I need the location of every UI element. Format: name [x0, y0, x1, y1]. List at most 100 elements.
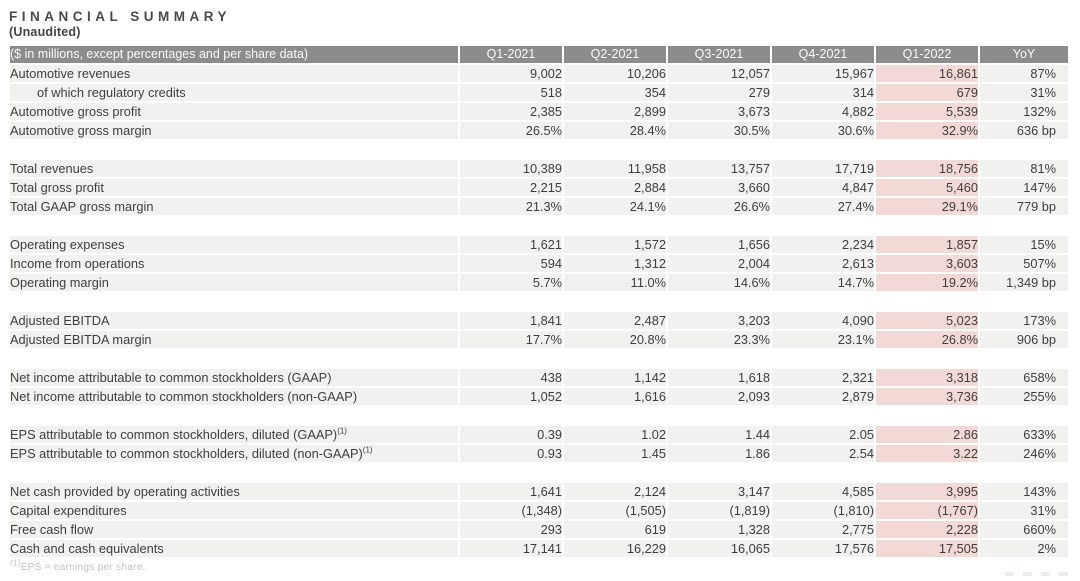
- cell-yoy: 906 bp: [980, 331, 1068, 348]
- spacer-row: [10, 293, 1068, 310]
- table-body: Automotive revenues 9,002 10,206 12,057 15,9…: [10, 65, 1068, 557]
- table-row: Operating expenses 1,621 1,572 1,656 2,234 1,…: [10, 236, 1068, 253]
- cell-q1-2021: 5.7%: [460, 274, 562, 291]
- cell-q1-2022: (1,767): [876, 502, 978, 519]
- cell-yoy: 173%: [980, 312, 1068, 329]
- spacer-row: [10, 464, 1068, 481]
- cell-q1-2022: 16,861: [876, 65, 978, 82]
- cell-yoy: 779 bp: [980, 198, 1068, 215]
- cell-q3-2021: 12,057: [668, 65, 770, 82]
- row-label: Operating margin: [10, 274, 458, 291]
- row-label: Capital expenditures: [10, 502, 458, 519]
- cell-q1-2022: 3,995: [876, 483, 978, 500]
- table-row: Net income attributable to common stockh…: [10, 369, 1068, 386]
- cell-q1-2022: 679: [876, 84, 978, 101]
- page-title: FINANCIAL SUMMARY: [9, 9, 231, 24]
- cell-q1-2022: 18,756: [876, 160, 978, 177]
- label-superscript: (1): [362, 445, 373, 455]
- spacer-cell: [10, 293, 1068, 310]
- cell-q4-2021: 4,847: [772, 179, 874, 196]
- cell-q3-2021: 2,093: [668, 388, 770, 405]
- header-col-q4-2021: Q4-2021: [772, 46, 874, 63]
- page-dot: [1023, 572, 1032, 576]
- cell-q2-2021: 24.1%: [564, 198, 666, 215]
- cell-q3-2021: 1,618: [668, 369, 770, 386]
- label-superscript: (1): [337, 426, 347, 436]
- cell-q1-2022: 3.22: [876, 445, 978, 462]
- cell-q1-2022: 17,505: [876, 540, 978, 557]
- spacer-row: [10, 350, 1068, 367]
- cell-q3-2021: 1,328: [668, 521, 770, 538]
- cell-q1-2022: 5,539: [876, 103, 978, 120]
- header-col-yoy: YoY: [980, 46, 1068, 63]
- table-row: Capital expenditures (1,348) (1,505) (1,819…: [10, 502, 1068, 519]
- cell-q4-2021: 2,879: [772, 388, 874, 405]
- header-col-q1-2022: Q1-2022: [876, 46, 978, 63]
- row-label: Operating expenses: [10, 236, 458, 253]
- cell-q4-2021: 17,576: [772, 540, 874, 557]
- cell-q2-2021: 1,616: [564, 388, 666, 405]
- row-label: Net income attributable to common stockh…: [10, 388, 458, 405]
- cell-yoy: 87%: [980, 65, 1068, 82]
- cell-q1-2021: 293: [460, 521, 562, 538]
- cell-yoy: 246%: [980, 445, 1068, 462]
- cell-q4-2021: 2,775: [772, 521, 874, 538]
- cell-yoy: 658%: [980, 369, 1068, 386]
- spacer-row: [10, 141, 1068, 158]
- cell-q4-2021: 4,882: [772, 103, 874, 120]
- cell-q2-2021: 1.45: [564, 445, 666, 462]
- cell-q2-2021: 28.4%: [564, 122, 666, 139]
- row-label: of which regulatory credits: [10, 84, 458, 101]
- cell-q4-2021: 4,585: [772, 483, 874, 500]
- cell-q3-2021: 14.6%: [668, 274, 770, 291]
- table-row: EPS attributable to common stockholders,…: [10, 426, 1068, 443]
- cell-q4-2021: 2,234: [772, 236, 874, 253]
- cell-q2-2021: 20.8%: [564, 331, 666, 348]
- row-label: Net cash provided by operating activitie…: [10, 483, 458, 500]
- row-label: Income from operations: [10, 255, 458, 272]
- cell-q4-2021: 314: [772, 84, 874, 101]
- page-dots: [1005, 572, 1068, 576]
- table-row: EPS attributable to common stockholders,…: [10, 445, 1068, 462]
- table-row: of which regulatory credits 518 354 279 314 6…: [10, 84, 1068, 101]
- header-col-q2-2021: Q2-2021: [564, 46, 666, 63]
- row-label: Total GAAP gross margin: [10, 198, 458, 215]
- cell-q3-2021: 1.86: [668, 445, 770, 462]
- cell-q4-2021: 14.7%: [772, 274, 874, 291]
- cell-q3-2021: 26.6%: [668, 198, 770, 215]
- cell-q4-2021: 15,967: [772, 65, 874, 82]
- cell-q1-2022: 2,228: [876, 521, 978, 538]
- spacer-cell: [10, 141, 1068, 158]
- cell-q4-2021: 30.6%: [772, 122, 874, 139]
- cell-q1-2022: 32.9%: [876, 122, 978, 139]
- cell-q1-2022: 5,023: [876, 312, 978, 329]
- table-row: Automotive revenues 9,002 10,206 12,057 15,9…: [10, 65, 1068, 82]
- cell-q4-2021: 2.54: [772, 445, 874, 462]
- cell-q4-2021: 2,613: [772, 255, 874, 272]
- table-row: Adjusted EBITDA margin 17.7% 20.8% 23.3% 23.…: [10, 331, 1068, 348]
- header-label: ($ in millions, except percentages and p…: [10, 46, 458, 63]
- cell-q1-2021: 26.5%: [460, 122, 562, 139]
- cell-q2-2021: 2,899: [564, 103, 666, 120]
- cell-q3-2021: 1.44: [668, 426, 770, 443]
- cell-q1-2021: 2,215: [460, 179, 562, 196]
- cell-q2-2021: 619: [564, 521, 666, 538]
- cell-q2-2021: 2,884: [564, 179, 666, 196]
- cell-q2-2021: 11,958: [564, 160, 666, 177]
- cell-q1-2022: 2.86: [876, 426, 978, 443]
- row-label: Automotive gross margin: [10, 122, 458, 139]
- cell-yoy: 2%: [980, 540, 1068, 557]
- cell-q1-2022: 19.2%: [876, 274, 978, 291]
- cell-q2-2021: 2,124: [564, 483, 666, 500]
- cell-q4-2021: 4,090: [772, 312, 874, 329]
- cell-q2-2021: 1,312: [564, 255, 666, 272]
- table-row: Income from operations 594 1,312 2,004 2,613…: [10, 255, 1068, 272]
- cell-q1-2021: 0.93: [460, 445, 562, 462]
- cell-q1-2021: 518: [460, 84, 562, 101]
- row-label: Cash and cash equivalents: [10, 540, 458, 557]
- cell-q1-2021: 594: [460, 255, 562, 272]
- table-row: Automotive gross margin 26.5% 28.4% 30.5% 30…: [10, 122, 1068, 139]
- cell-q2-2021: 354: [564, 84, 666, 101]
- header-col-q1-2021: Q1-2021: [460, 46, 562, 63]
- cell-q1-2021: 21.3%: [460, 198, 562, 215]
